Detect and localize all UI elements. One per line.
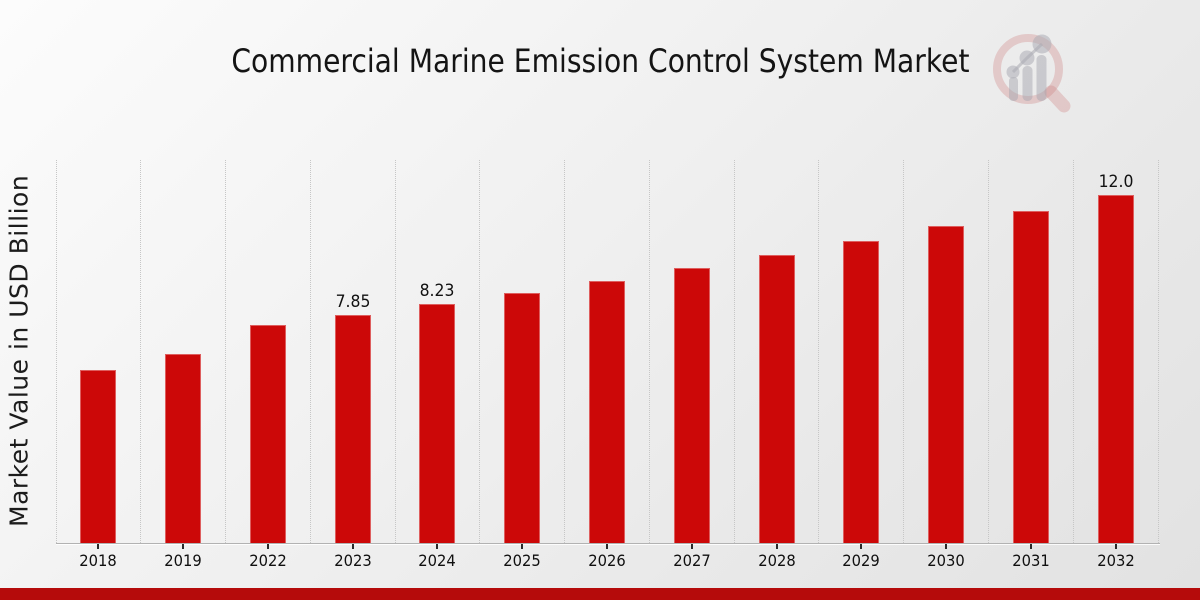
x-axis-tick (606, 544, 608, 549)
logo-dot-medium (1019, 50, 1035, 66)
x-tick-label-text: 2019 (164, 551, 202, 570)
gridline (140, 160, 142, 543)
x-tick-label-2032: 2032 (1095, 551, 1136, 570)
y-axis-label: Market Value in USD Billion (4, 174, 34, 528)
x-tick-label-text: 2028 (757, 551, 796, 570)
x-tick-label-2022: 2022 (248, 551, 289, 570)
gridline (564, 160, 566, 543)
bar-2026 (589, 281, 625, 543)
gridline (733, 160, 735, 543)
x-tick-label-text: 2027 (673, 551, 711, 570)
logo-bar-large (1036, 55, 1047, 101)
x-tick-label-2028: 2028 (756, 551, 797, 570)
x-axis-tick (351, 544, 354, 549)
bar-2022 (249, 325, 286, 543)
magnifier-ring (993, 34, 1063, 104)
x-tick-label-2031: 2031 (1010, 551, 1051, 570)
x-axis-tick (266, 544, 269, 549)
bar-2032 (1097, 195, 1134, 543)
logo-dot-small (1006, 65, 1020, 79)
gridline (903, 160, 905, 543)
bar-2024 (419, 304, 456, 543)
plot-area: 2018 2019 2022 7.85 2023 8.23 2024 2025 2026 2027… (55, 160, 1160, 570)
chart-title-text: Commercial Marine Emission Control Syste… (230, 42, 970, 80)
x-axis-tick (436, 544, 439, 549)
bar-value-label-2032: 12.0 (1097, 172, 1135, 192)
chart-title: Commercial Marine Emission Control Syste… (0, 42, 1200, 80)
bar-value-label-2024: 8.23 (419, 281, 457, 301)
x-tick-label-text: 2032 (1096, 551, 1135, 570)
bar-2030 (928, 226, 965, 543)
gridline (394, 160, 396, 543)
x-tick-label-2018: 2018 (78, 551, 119, 570)
x-axis-tick (775, 544, 778, 549)
bar-2027 (673, 268, 710, 543)
x-tick-label-text: 2024 (418, 551, 457, 570)
bar-value-text: 12.0 (1098, 172, 1134, 192)
gridline (1072, 160, 1074, 543)
logo-dot-large (1032, 34, 1052, 54)
bar-value-label-2023: 7.85 (334, 292, 372, 312)
x-tick-label-text: 2030 (927, 551, 965, 570)
x-tick-label-text: 2031 (1012, 551, 1050, 570)
gridline (225, 160, 227, 543)
gridline (1157, 160, 1159, 543)
bottom-accent-bar (0, 588, 1200, 600)
logo-bar-small (1009, 77, 1018, 101)
x-axis-tick (690, 544, 693, 549)
x-tick-label-2019: 2019 (163, 551, 204, 570)
x-tick-label-2027: 2027 (671, 551, 712, 570)
bar-value-text: 8.23 (420, 281, 455, 301)
magnifier-handle (1044, 85, 1071, 113)
bar-2031 (1012, 211, 1049, 543)
x-tick-label-text: 2025 (503, 551, 541, 570)
bar-2019 (165, 354, 202, 543)
bar-2029 (843, 241, 880, 543)
x-axis-tick (97, 544, 100, 549)
x-tick-label-2023: 2023 (332, 551, 373, 570)
gridline (818, 160, 820, 543)
x-tick-label-text: 2026 (588, 551, 626, 570)
x-axis-tick (1029, 544, 1032, 549)
gridline (479, 160, 481, 543)
x-tick-label-2026: 2026 (587, 551, 628, 570)
x-axis-tick (182, 544, 185, 549)
x-axis-tick (860, 544, 863, 549)
x-tick-label-2025: 2025 (502, 551, 543, 570)
bar-2028 (758, 255, 795, 543)
magnifier-bar-chart-logo-icon (993, 34, 1071, 113)
x-axis-tick (1114, 544, 1117, 549)
x-axis-tick (521, 544, 524, 549)
x-tick-label-text: 2022 (249, 551, 287, 570)
logo-bar-medium (1022, 66, 1033, 101)
x-tick-label-text: 2023 (333, 551, 372, 570)
gridline (648, 160, 650, 543)
gridline (987, 160, 989, 543)
bar-value-text: 7.85 (335, 292, 371, 312)
gridline (55, 160, 57, 543)
x-tick-label-text: 2029 (842, 551, 881, 570)
gridline (309, 160, 311, 543)
x-axis-tick (945, 544, 948, 549)
bar-2023 (334, 315, 371, 543)
x-tick-label-2024: 2024 (417, 551, 458, 570)
bar-2025 (504, 293, 541, 543)
x-tick-label-text: 2018 (79, 551, 118, 570)
x-tick-label-2030: 2030 (926, 551, 967, 570)
x-axis-line (56, 543, 1160, 544)
x-tick-label-2029: 2029 (841, 551, 882, 570)
logo-trend-line (1011, 42, 1044, 74)
bar-2018 (80, 370, 117, 543)
